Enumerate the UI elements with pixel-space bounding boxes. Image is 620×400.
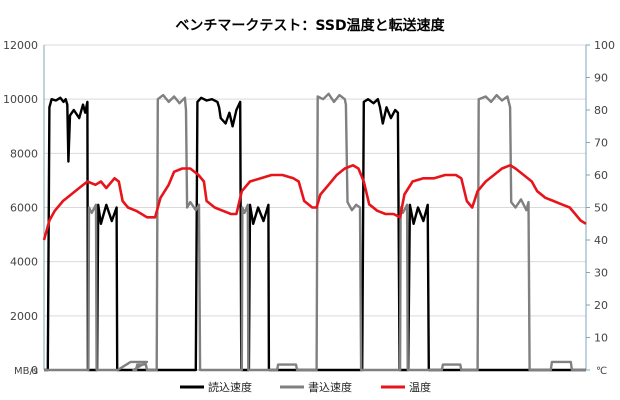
right-tick-label: 40 (594, 234, 608, 247)
right-tick-label: 20 (594, 299, 608, 312)
gridlines (44, 44, 586, 371)
legend: 読込速度 書込速度 温度 (180, 380, 431, 394)
left-tick-label: 4000 (10, 256, 38, 269)
series-layer (42, 92, 587, 372)
series-line-2 (42, 164, 587, 241)
axes: 0 2000 4000 6000 8000 10000 12000 10 20 30 40 50 60 7… (3, 39, 615, 377)
series-line-0 (44, 96, 586, 372)
right-tick-label: 10 (594, 332, 608, 345)
left-tick-label: 12000 (3, 39, 38, 52)
left-tick-label: 8000 (10, 147, 38, 160)
legend-label-0: 読込速度 (208, 380, 252, 394)
left-tick-label: 0 (31, 364, 38, 377)
right-tick-label: 90 (594, 72, 608, 85)
left-tick-label: 2000 (10, 310, 38, 323)
right-tick-label: 80 (594, 104, 608, 117)
legend-item-0: 読込速度 (180, 380, 252, 394)
chart-title: ベンチマークテスト：SSD温度と転送速度 (175, 17, 445, 34)
legend-item-1: 書込速度 (280, 380, 352, 394)
right-tick-label: 60 (594, 169, 608, 182)
series-line-1 (44, 92, 586, 372)
legend-item-2: 温度 (381, 380, 431, 394)
right-axis-unit: ℃ (596, 366, 607, 377)
left-tick-label: 10000 (3, 93, 38, 106)
legend-label-2: 温度 (409, 380, 431, 394)
right-tick-label: 50 (594, 202, 608, 215)
left-axis-unit: MB/s (14, 366, 38, 377)
right-tick-label: 100 (594, 39, 615, 52)
legend-label-1: 書込速度 (308, 380, 352, 394)
right-tick-label: 30 (594, 267, 608, 280)
left-tick-label: 6000 (10, 202, 38, 215)
right-tick-label: 70 (594, 137, 608, 150)
